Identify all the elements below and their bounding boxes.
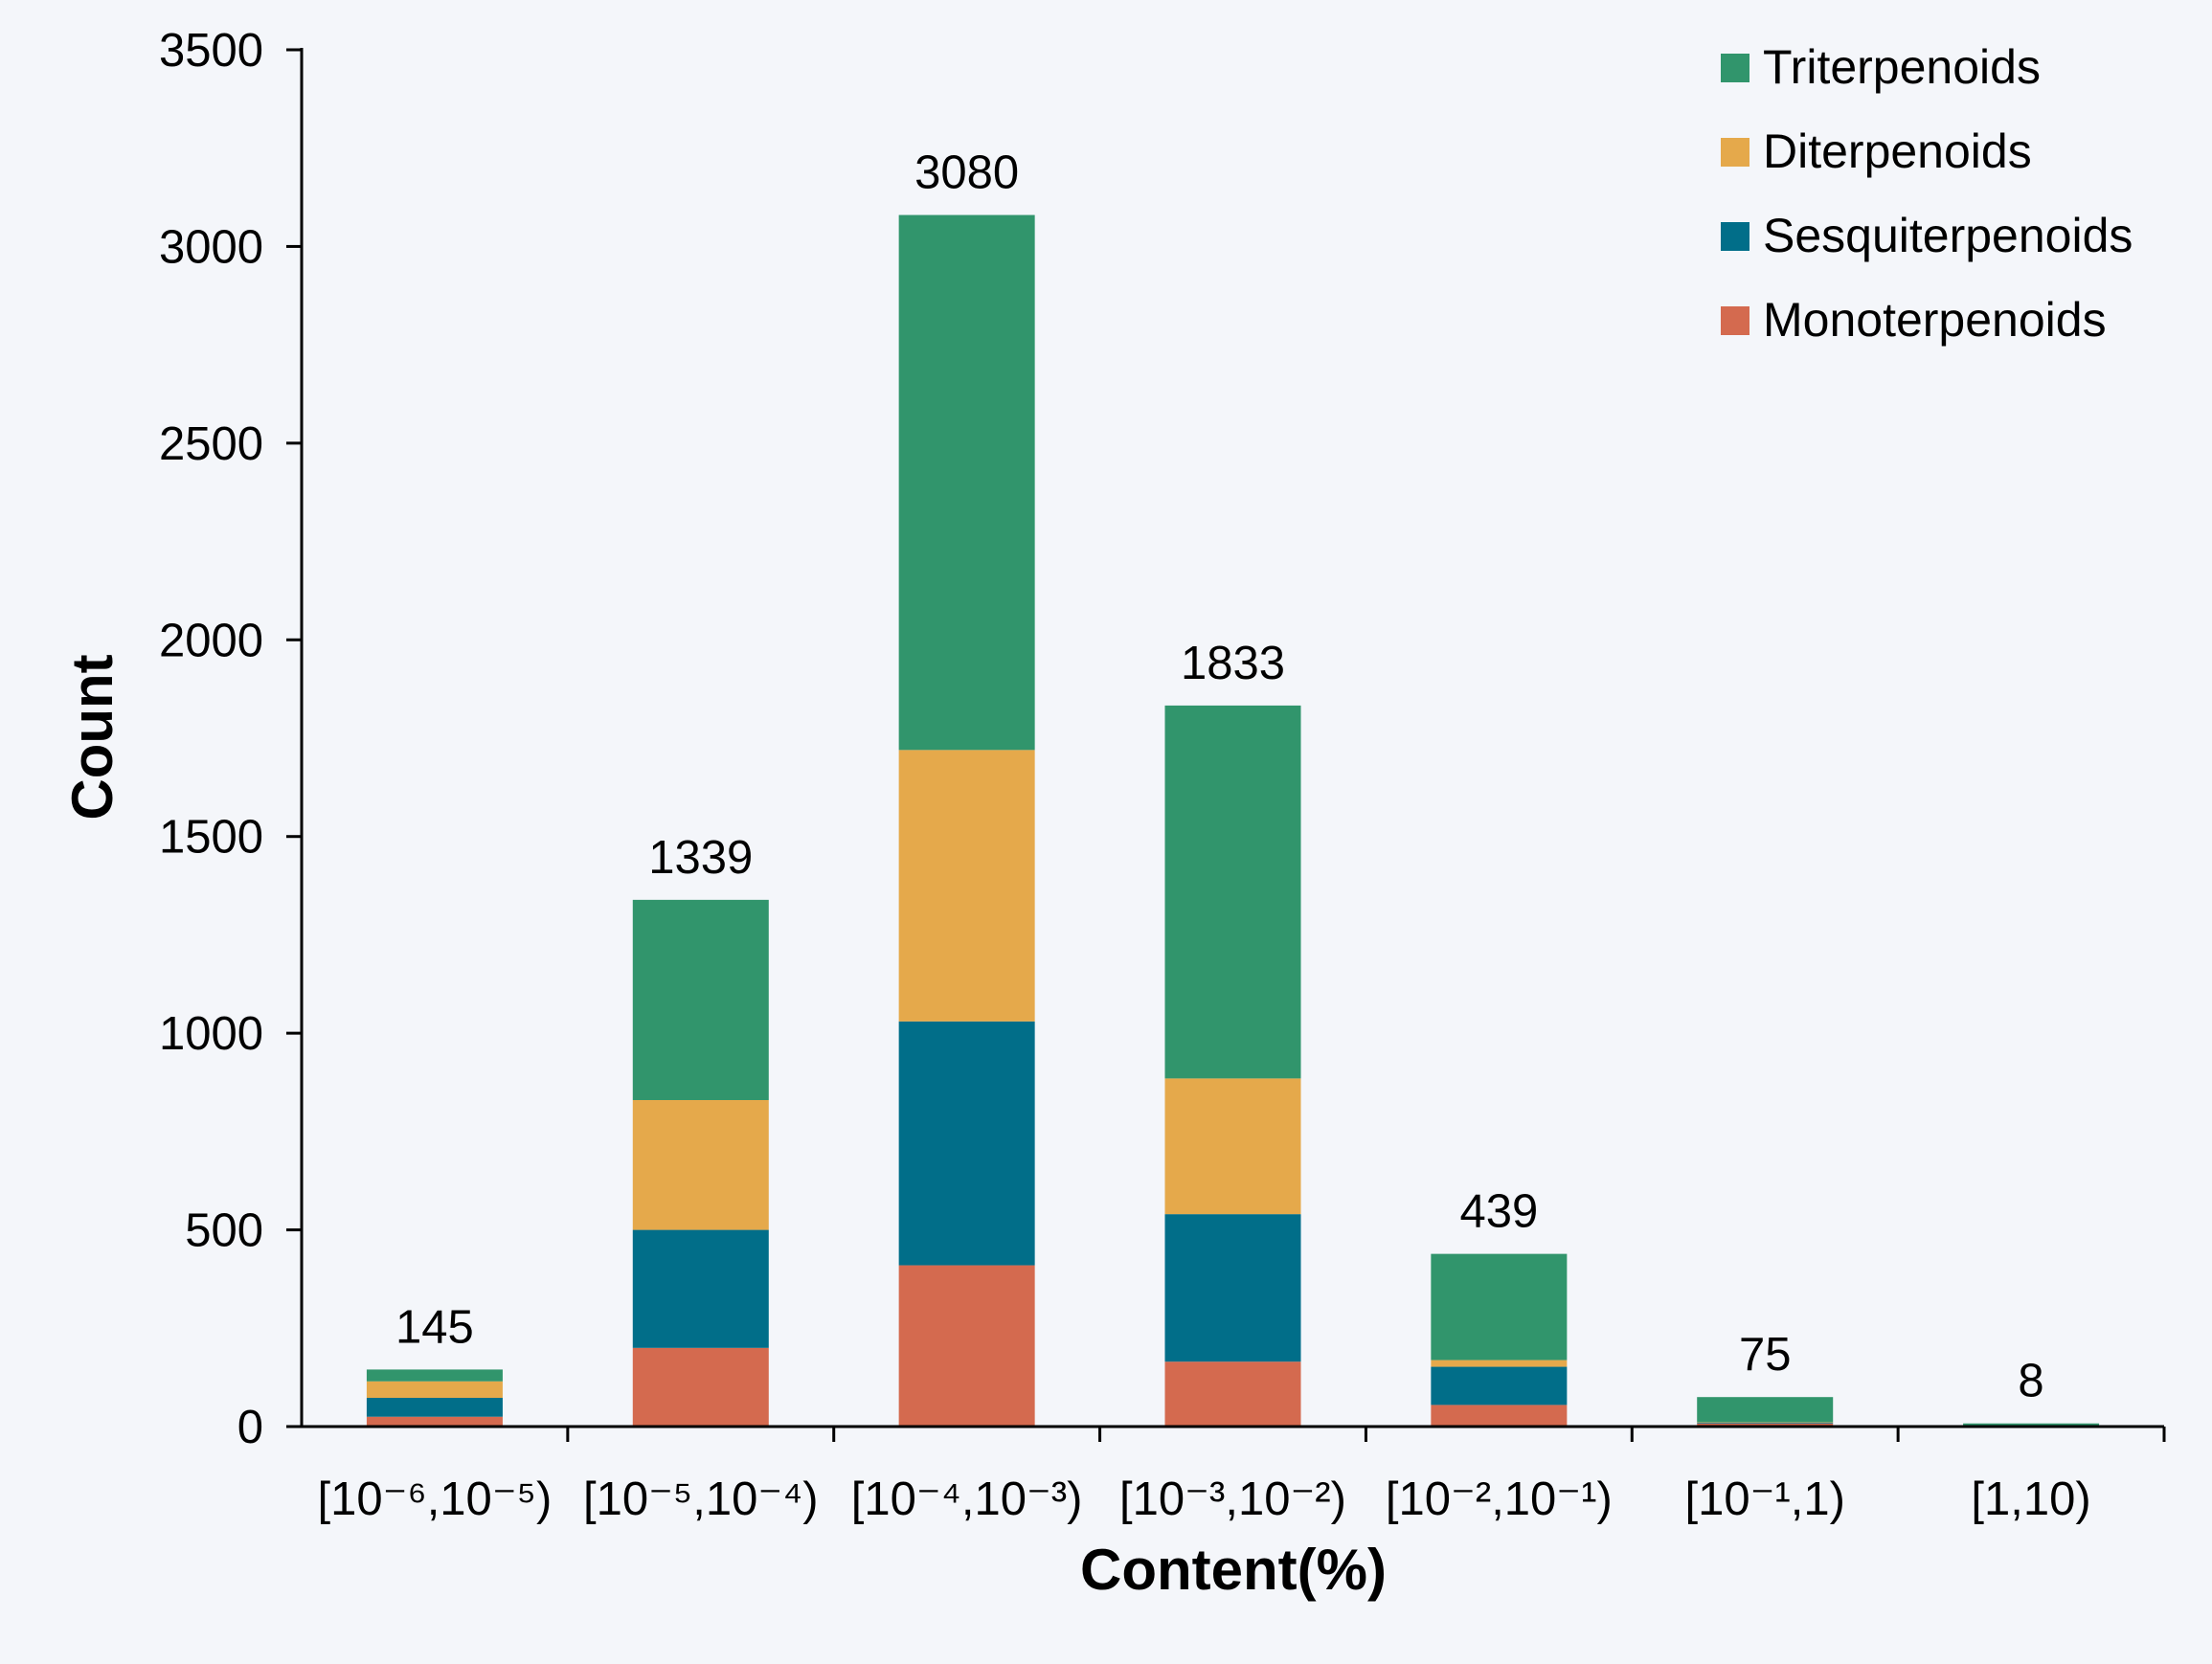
bar-total-label: 145 — [395, 1301, 474, 1353]
bar-segment — [899, 215, 1035, 751]
x-tick-label: [10⁻²,10⁻¹) — [1386, 1473, 1613, 1525]
bar-segment — [1431, 1360, 1567, 1367]
bar-segment — [1165, 1361, 1301, 1427]
bar-segment — [633, 1230, 769, 1348]
bar-segment — [367, 1369, 503, 1381]
legend-swatch — [1721, 306, 1749, 335]
bar-total-label: 439 — [1459, 1186, 1538, 1238]
bar-segment — [367, 1382, 503, 1398]
bar-segment — [633, 1348, 769, 1427]
y-tick-label: 1000 — [159, 1008, 263, 1060]
legend-swatch — [1721, 54, 1749, 82]
x-tick-labels: [10⁻⁶,10⁻⁵) [10⁻⁵,10⁻⁴) [10⁻⁴,10⁻³) [10⁻³,1… — [318, 1473, 2091, 1525]
bar-segment — [367, 1417, 503, 1427]
legend-swatch — [1721, 222, 1749, 251]
legend-item: Diterpenoids — [1721, 124, 2032, 178]
legend-item: Monoterpenoids — [1721, 293, 2107, 347]
y-tick-labels: 0 500 1000 1500 2000 2500 3000 3500 — [159, 25, 263, 1453]
bar-segment — [899, 1266, 1035, 1427]
y-tick-label: 2000 — [159, 615, 263, 666]
bar-total-label: 8 — [2018, 1356, 2043, 1407]
bar-segment — [899, 750, 1035, 1021]
x-tick-label: [10⁻⁵,10⁻⁴) — [583, 1473, 819, 1525]
bar-total-label: 3080 — [914, 147, 1019, 199]
bar-segment — [367, 1398, 503, 1417]
x-axis-title: Content(%) — [1080, 1538, 1387, 1602]
legend-label: Triterpenoids — [1763, 40, 2041, 94]
x-tick-label: [10⁻⁴,10⁻³) — [851, 1473, 1083, 1525]
bar-total-label: 1339 — [648, 832, 753, 884]
y-tick-label: 1500 — [159, 812, 263, 864]
y-axis-title: Count — [60, 654, 124, 820]
bar-segment — [1431, 1254, 1567, 1360]
bar-segment — [1431, 1405, 1567, 1427]
legend-item: Triterpenoids — [1721, 40, 2041, 94]
bar-segment — [1431, 1367, 1567, 1405]
x-tick-label: [10⁻¹,1) — [1684, 1473, 1844, 1525]
bar-segment — [1963, 1424, 2099, 1426]
bar-segment — [1697, 1423, 1833, 1424]
y-tick-label: 0 — [237, 1402, 263, 1453]
legend: Triterpenoids Diterpenoids Sesquiterpenoid… — [1721, 40, 2133, 347]
bar-segment — [1165, 1214, 1301, 1361]
series-diterpenoids — [367, 750, 1833, 1423]
legend-swatch — [1721, 138, 1749, 167]
x-tick-label: [10⁻³,10⁻²) — [1119, 1473, 1346, 1525]
bar-segment — [1165, 706, 1301, 1078]
bar-segment — [633, 1100, 769, 1230]
bar-total-label: 75 — [1739, 1329, 1792, 1381]
x-tick-label: [1,10) — [1971, 1473, 2090, 1525]
y-tick-label: 3000 — [159, 221, 263, 273]
legend-item: Sesquiterpenoids — [1721, 209, 2133, 262]
bar-segment — [1697, 1397, 1833, 1422]
legend-label: Sesquiterpenoids — [1763, 209, 2133, 262]
x-tick-label: [10⁻⁶,10⁻⁵) — [318, 1473, 553, 1525]
bars-layer — [367, 215, 2099, 1427]
bar-total-label: 1833 — [1181, 638, 1285, 689]
bar-segment — [633, 900, 769, 1100]
bar-segment — [1165, 1078, 1301, 1214]
bar-segment — [899, 1022, 1035, 1266]
legend-label: Diterpenoids — [1763, 124, 2032, 178]
y-tick-label: 2500 — [159, 418, 263, 470]
y-tick-label: 3500 — [159, 25, 263, 77]
y-tick-label: 500 — [185, 1205, 263, 1257]
legend-label: Monoterpenoids — [1763, 293, 2107, 347]
